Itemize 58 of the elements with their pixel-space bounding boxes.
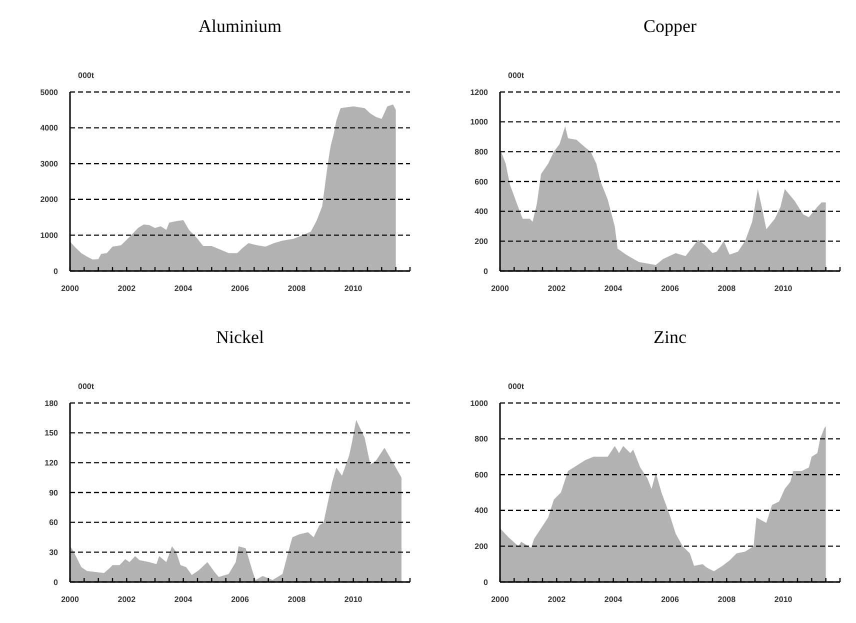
y-axis-title: 000t [508, 382, 524, 391]
y-tick-label: 90 [49, 488, 59, 498]
y-tick-label: 5000 [40, 88, 59, 97]
y-tick-label: 200 [474, 236, 489, 246]
y-tick-label: 600 [474, 470, 489, 480]
y-tick-label: 400 [474, 506, 489, 516]
x-tick-label: 2004 [174, 595, 193, 604]
y-axis-title: 000t [78, 382, 94, 391]
y-tick-label: 60 [49, 518, 59, 528]
x-tick-label: 2000 [491, 595, 510, 604]
chart-title: Aluminium [198, 16, 282, 36]
chart-title: Nickel [216, 327, 264, 347]
x-tick-label: 2004 [174, 284, 193, 293]
x-tick-label: 2008 [718, 595, 736, 604]
y-tick-label: 0 [484, 578, 489, 587]
x-tick-label: 2008 [288, 595, 306, 604]
y-tick-label: 120 [44, 458, 59, 468]
x-tick-label: 2006 [231, 595, 250, 604]
x-tick-label: 2006 [661, 284, 680, 293]
y-tick-label: 1000 [470, 398, 489, 408]
y-tick-label: 0 [54, 266, 59, 276]
x-tick-label: 2002 [548, 595, 566, 604]
x-tick-label: 2002 [118, 284, 136, 293]
x-tick-label: 2004 [604, 595, 623, 604]
y-tick-label: 4000 [40, 124, 59, 133]
y-axis-title: 000t [78, 71, 94, 80]
y-tick-label: 0 [54, 578, 59, 587]
x-tick-label: 2000 [491, 284, 510, 293]
y-tick-label: 2000 [40, 195, 59, 204]
x-tick-label: 2010 [344, 284, 363, 293]
x-tick-label: 2000 [61, 595, 80, 604]
y-tick-label: 1200 [470, 88, 489, 97]
y-tick-label: 800 [474, 147, 489, 156]
x-tick-label: 2002 [118, 595, 136, 604]
x-tick-label: 2008 [288, 284, 306, 293]
x-tick-label: 2008 [718, 284, 736, 293]
x-tick-label: 2002 [548, 284, 566, 293]
chart-title: Zinc [654, 327, 686, 347]
y-tick-label: 400 [474, 207, 489, 216]
x-tick-label: 2006 [231, 284, 250, 293]
y-tick-label: 0 [484, 266, 489, 276]
y-tick-label: 180 [44, 398, 59, 408]
x-tick-label: 2010 [344, 595, 363, 604]
x-tick-label: 2006 [661, 595, 680, 604]
y-tick-label: 1000 [40, 231, 59, 240]
chart-title: Copper [644, 16, 696, 36]
x-tick-label: 2004 [604, 284, 623, 293]
y-tick-label: 150 [44, 428, 59, 438]
x-tick-label: 2000 [61, 284, 80, 293]
x-tick-label: 2010 [774, 595, 793, 604]
y-tick-label: 600 [474, 177, 489, 186]
y-tick-label: 200 [474, 542, 489, 551]
y-axis-title: 000t [508, 71, 524, 80]
y-tick-label: 30 [49, 548, 59, 557]
y-tick-label: 800 [474, 434, 489, 444]
y-tick-label: 3000 [40, 159, 59, 168]
y-tick-label: 1000 [470, 118, 489, 127]
x-tick-label: 2010 [774, 284, 793, 293]
